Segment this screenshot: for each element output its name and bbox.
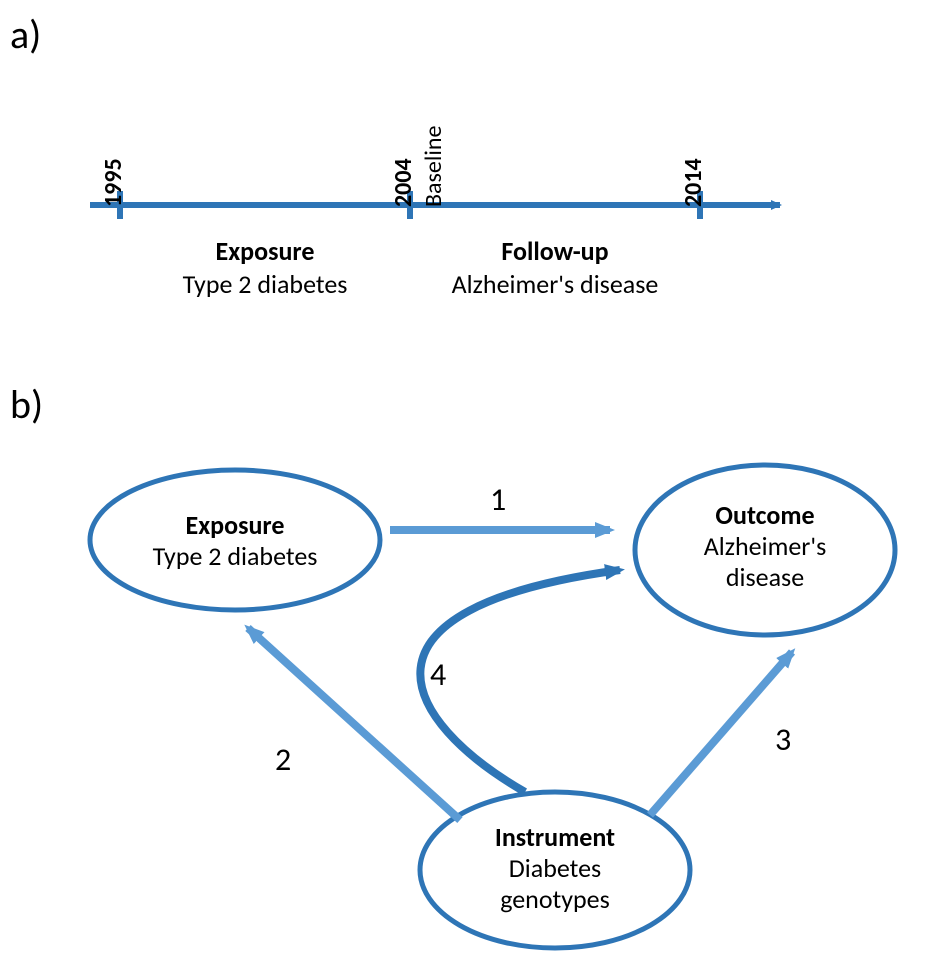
node-instrument-sub: Diabetes genotypes (500, 852, 610, 915)
period-followup-sub: Alzheimer's disease (420, 268, 690, 300)
edge-4 (420, 570, 620, 792)
tick-label-2004: 2004 (389, 158, 418, 207)
panel-b-label: b) (10, 380, 43, 429)
period-followup-title: Follow-up (455, 235, 655, 267)
edge-2-label: 2 (275, 740, 291, 779)
edge-4-label: 4 (430, 655, 446, 694)
edge-3-label: 3 (775, 720, 791, 759)
edge-2 (248, 628, 460, 820)
edge-3 (650, 652, 792, 815)
tick-label-1995: 1995 (99, 158, 128, 207)
node-outcome-title: Outcome (715, 499, 814, 531)
edge-1-label: 1 (490, 480, 506, 519)
period-exposure-sub: Type 2 diabetes (145, 268, 385, 300)
period-exposure-title: Exposure (165, 235, 365, 267)
node-instrument-text: Instrument Diabetes genotypes (440, 822, 670, 916)
node-outcome-text: Outcome Alzheimer's disease (655, 500, 875, 594)
tick-label-baseline: Baseline (419, 126, 448, 207)
node-outcome-sub: Alzheimer's disease (704, 530, 827, 593)
node-instrument-title: Instrument (495, 821, 615, 853)
node-exposure-sub: Type 2 diabetes (153, 540, 318, 572)
node-exposure-text: Exposure Type 2 diabetes (110, 510, 360, 572)
tick-label-2014: 2014 (679, 158, 708, 207)
node-exposure-title: Exposure (186, 509, 285, 541)
